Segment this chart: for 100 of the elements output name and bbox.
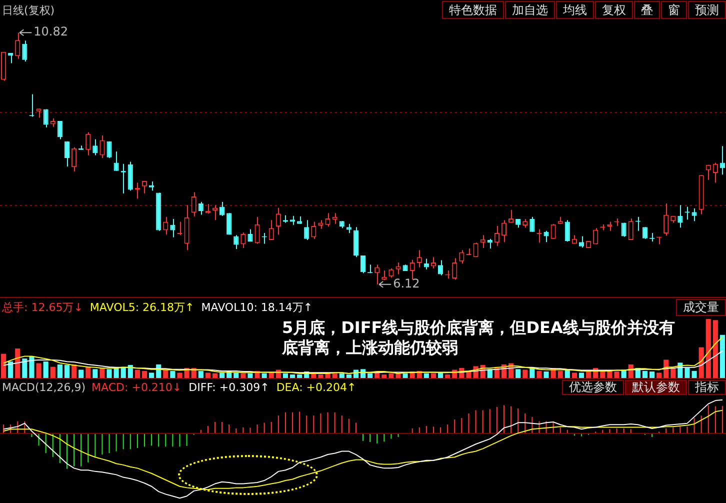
bar (402, 373, 408, 378)
text: 总手: 12.65万↓ (2, 300, 83, 314)
candlestick (43, 108, 48, 128)
bar (142, 370, 148, 378)
candlestick (64, 140, 70, 168)
candlestick (234, 234, 239, 250)
text: 成交量 (676, 298, 726, 316)
candlestick (593, 228, 598, 245)
bar (438, 372, 444, 378)
text: 指标 (688, 380, 726, 394)
bar (106, 369, 112, 378)
bar (368, 373, 373, 378)
bar (382, 374, 387, 378)
bar (198, 370, 204, 378)
candlestick (706, 164, 711, 180)
bar (522, 370, 528, 378)
bar (318, 374, 324, 378)
candlestick (544, 230, 549, 243)
candlestick (170, 218, 176, 238)
bar (205, 372, 210, 378)
candlestick (473, 242, 478, 258)
bar (600, 372, 606, 378)
candlestick (396, 262, 401, 275)
candlestick (550, 223, 556, 240)
candlestick (564, 220, 570, 242)
bar (649, 372, 655, 378)
bar (516, 369, 521, 378)
bar (64, 365, 70, 378)
bar (558, 370, 563, 378)
candlestick (459, 250, 464, 264)
bar (530, 368, 535, 378)
bar (607, 370, 612, 378)
bar (134, 370, 140, 378)
text: 默认参数 (625, 380, 687, 394)
candlestick (692, 208, 697, 222)
candlestick (92, 138, 98, 156)
candlestick (114, 151, 119, 172)
candlestick (304, 220, 310, 240)
bar (614, 372, 620, 378)
text: 加自选 (505, 1, 555, 19)
bar (78, 370, 84, 378)
bar (15, 348, 20, 378)
annotation: 10.82 (34, 24, 68, 39)
chart-title: MACD(12,26,9) (2, 380, 86, 394)
candlestick (219, 201, 225, 216)
candlestick (424, 258, 429, 270)
candlestick (22, 40, 28, 62)
bar (720, 334, 726, 378)
candlestick (494, 226, 500, 246)
candlestick (100, 134, 105, 158)
text: 5月底，DIFF线与股价底背离，但DEA线与股价并没有底背离，上涨动能仍较弱 (282, 318, 676, 358)
bar (698, 347, 704, 378)
text: DIFF: +0.309↑ (188, 380, 270, 394)
candlestick (71, 146, 77, 172)
text: MAVOL10: 18.14万↑ (201, 300, 313, 314)
text: MACD: +0.210↓ (92, 380, 182, 394)
bar (332, 373, 338, 378)
candlestick (254, 216, 260, 244)
text: 均线 (556, 1, 594, 19)
candlestick (664, 203, 669, 236)
candlestick (57, 120, 62, 140)
bar (29, 356, 34, 378)
text: DEA: +0.204↑ (276, 380, 356, 394)
bar (71, 364, 77, 378)
bar (536, 370, 542, 378)
bar (262, 373, 267, 378)
bar (706, 318, 711, 378)
text: MAVOL5: 26.18万↑ (90, 300, 194, 314)
bar (36, 363, 42, 378)
text: 优选参数 (562, 380, 624, 394)
candlestick (106, 140, 112, 158)
bar (234, 372, 239, 378)
chart-title: 日线(复权) (2, 2, 55, 18)
bar (50, 366, 56, 378)
bar (424, 373, 429, 378)
bar (586, 372, 592, 378)
candlestick (678, 204, 683, 228)
bar (544, 372, 549, 378)
bar (0, 354, 6, 378)
candlestick (353, 226, 358, 258)
bar (290, 374, 296, 378)
candlestick (128, 161, 133, 192)
candlestick (142, 180, 148, 194)
bar (57, 364, 62, 378)
bar (92, 369, 98, 378)
candlestick (536, 228, 542, 244)
text: 叠 (634, 1, 660, 19)
bar (297, 374, 302, 378)
bar (212, 373, 218, 378)
candlestick (621, 222, 626, 238)
bar (572, 372, 577, 378)
bar (339, 373, 344, 378)
candlestick (311, 221, 316, 240)
bar (445, 374, 450, 378)
candlestick (325, 212, 330, 228)
bar (22, 358, 28, 378)
text: 特色数据 (442, 1, 504, 19)
bar (642, 370, 648, 378)
bar (219, 372, 225, 378)
candlestick (15, 32, 20, 60)
